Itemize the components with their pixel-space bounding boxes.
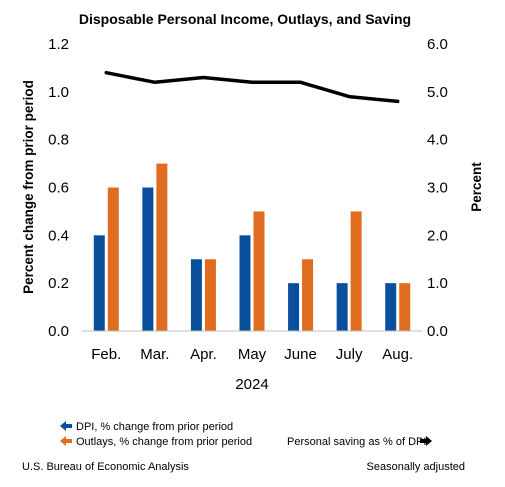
- y-tick-left: 0.2: [48, 275, 69, 292]
- bar-outlays: [350, 211, 362, 331]
- saving-rate-line: [104, 70, 400, 104]
- legend-item-outlays: Outlays, % change from prior period: [60, 436, 252, 448]
- x-tick-label: Apr.: [190, 346, 217, 363]
- bar-outlays: [156, 163, 168, 331]
- bar-dpi: [142, 187, 154, 331]
- y-tick-left: 1.2: [48, 36, 69, 53]
- seasonal-note: Seasonally adjusted: [367, 461, 465, 473]
- y-tick-right: 4.0: [427, 132, 448, 149]
- bar-dpi: [288, 283, 300, 331]
- y-tick-left: 1.0: [48, 84, 69, 101]
- y-tick-right: 6.0: [427, 36, 448, 53]
- x-axis-group-label: 2024: [235, 376, 268, 393]
- bar-dpi: [385, 283, 397, 331]
- bar-outlays: [253, 211, 265, 331]
- legend-label-dpi: DPI, % change from prior period: [76, 421, 233, 433]
- legend-item-saving: Personal saving as % of DPI: [287, 436, 432, 448]
- legend-label-saving: Personal saving as % of DPI: [287, 436, 426, 448]
- bar-outlays: [302, 259, 314, 331]
- bar-outlays: [204, 259, 216, 331]
- legend-item-dpi: DPI, % change from prior period: [60, 421, 233, 433]
- x-tick-label: July: [336, 346, 363, 363]
- saving-rate-line-group: [104, 70, 400, 104]
- bar-outlays: [399, 283, 411, 331]
- y-tick-right: 2.0: [427, 227, 448, 244]
- x-tick-label: Feb.: [91, 346, 121, 363]
- y-tick-left: 0.0: [48, 323, 69, 340]
- y-tick-right: 5.0: [427, 84, 448, 101]
- x-tick-label: May: [238, 346, 267, 363]
- x-tick-label: Mar.: [140, 346, 169, 363]
- bars: [93, 163, 411, 331]
- y-tick-left: 0.4: [48, 227, 69, 244]
- bar-outlays: [107, 187, 119, 331]
- y-tick-left: 0.8: [48, 132, 69, 149]
- arrow-left-icon: [60, 421, 72, 431]
- bar-dpi: [336, 283, 348, 331]
- y-axis-left-label: Percent change from prior period: [21, 80, 36, 294]
- y-axis-right-label: Percent: [469, 162, 484, 212]
- bar-dpi: [190, 259, 202, 331]
- legend: DPI, % change from prior period Outlays,…: [60, 421, 432, 448]
- x-tick-label: Aug.: [382, 346, 413, 363]
- y-axis-right-ticks: 0.0 1.0 2.0 3.0 4.0 5.0 6.0: [427, 36, 448, 340]
- y-tick-left: 0.6: [48, 180, 69, 197]
- source-note: U.S. Bureau of Economic Analysis: [22, 461, 189, 473]
- arrow-left-icon: [60, 436, 72, 446]
- y-tick-right: 1.0: [427, 275, 448, 292]
- bar-dpi: [93, 235, 105, 331]
- y-tick-right: 0.0: [427, 323, 448, 340]
- y-axis-left-ticks: 0.0 0.2 0.4 0.6 0.8 1.0 1.2: [48, 36, 69, 340]
- arrow-right-icon: [420, 436, 432, 446]
- x-axis-ticks: Feb. Mar. Apr. May June July Aug.: [91, 346, 413, 363]
- x-tick-label: June: [284, 346, 317, 363]
- chart-title: Disposable Personal Income, Outlays, and…: [79, 11, 411, 27]
- bar-dpi: [239, 235, 251, 331]
- y-tick-right: 3.0: [427, 180, 448, 197]
- legend-label-outlays: Outlays, % change from prior period: [76, 436, 252, 448]
